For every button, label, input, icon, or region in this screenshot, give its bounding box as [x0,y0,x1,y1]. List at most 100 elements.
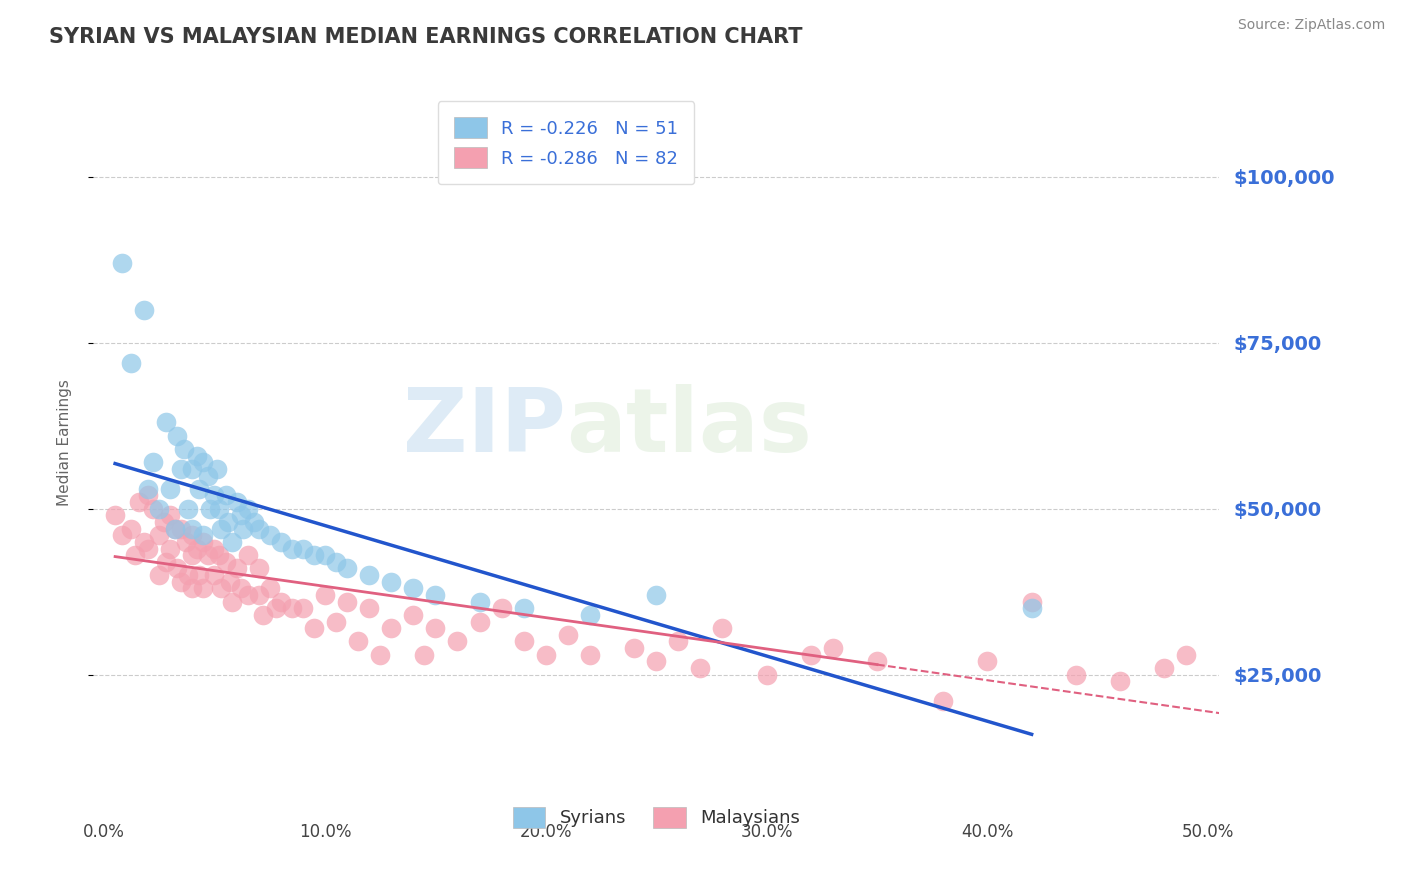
Point [446,634,468,648]
Point [163,522,186,536]
Point [425,621,447,635]
Point [666,634,689,648]
Point [229,582,252,596]
Point [193,528,215,542]
Point [247,561,270,575]
Point [247,522,270,536]
Point [219,574,242,589]
Point [197,468,219,483]
Point [236,588,259,602]
Point [181,528,204,542]
Point [120,522,142,536]
Point [181,462,204,476]
Point [148,568,170,582]
Point [534,648,557,662]
Point [259,528,281,542]
Point [236,548,259,562]
Point [800,648,823,662]
Point [159,541,181,556]
Point [291,541,314,556]
Point [148,501,170,516]
Point [491,601,513,615]
Point [142,501,165,516]
Point [204,568,226,582]
Point [1021,594,1043,608]
Point [281,541,304,556]
Point [209,582,232,596]
Point [976,654,998,668]
Point [229,508,252,523]
Point [1021,601,1043,615]
Point [270,535,292,549]
Point [181,548,204,562]
Point [325,615,347,629]
Point [281,601,304,615]
Point [512,634,534,648]
Point [120,356,142,370]
Point [359,568,381,582]
Point [221,535,243,549]
Y-axis label: Median Earnings: Median Earnings [58,379,72,506]
Point [208,501,231,516]
Point [1109,674,1132,689]
Point [711,621,734,635]
Point [579,607,602,622]
Text: ZIP: ZIP [404,384,567,471]
Point [128,495,150,509]
Point [755,667,778,681]
Point [302,621,325,635]
Point [204,541,226,556]
Point [205,462,228,476]
Point [166,429,188,443]
Point [193,455,215,469]
Point [136,482,159,496]
Point [170,522,193,536]
Point [193,582,215,596]
Point [142,455,165,469]
Point [266,601,288,615]
Point [170,574,193,589]
Point [148,528,170,542]
Point [368,648,391,662]
Point [380,621,402,635]
Point [225,561,247,575]
Legend: Syrians, Malaysians: Syrians, Malaysians [498,792,814,842]
Point [204,488,226,502]
Point [186,449,208,463]
Point [347,634,370,648]
Point [132,535,155,549]
Point [402,607,425,622]
Point [209,522,232,536]
Point [152,515,174,529]
Point [214,555,236,569]
Point [557,628,579,642]
Point [208,548,231,562]
Point [155,555,177,569]
Point [221,594,243,608]
Point [236,501,259,516]
Point [170,462,193,476]
Point [1175,648,1198,662]
Point [232,522,254,536]
Point [159,482,181,496]
Point [217,515,239,529]
Point [188,482,211,496]
Point [214,488,236,502]
Point [166,561,188,575]
Point [111,528,134,542]
Point [177,568,200,582]
Point [314,548,336,562]
Point [336,594,359,608]
Point [291,601,314,615]
Text: SYRIAN VS MALAYSIAN MEDIAN EARNINGS CORRELATION CHART: SYRIAN VS MALAYSIAN MEDIAN EARNINGS CORR… [49,27,803,46]
Point [181,522,204,536]
Point [866,654,889,668]
Point [111,256,134,270]
Point [932,694,955,708]
Point [402,582,425,596]
Point [136,541,159,556]
Point [197,548,219,562]
Point [124,548,146,562]
Text: Source: ZipAtlas.com: Source: ZipAtlas.com [1237,18,1385,32]
Point [468,615,491,629]
